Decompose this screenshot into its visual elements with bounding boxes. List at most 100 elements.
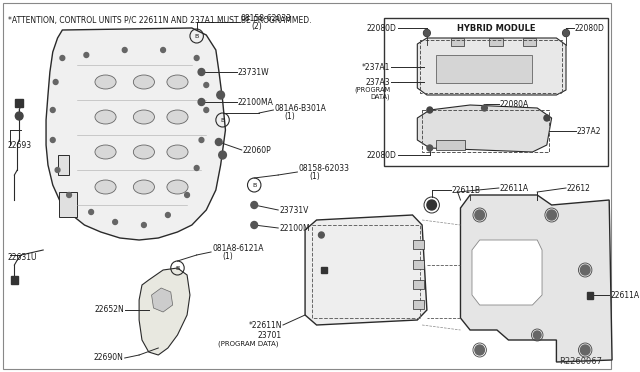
Text: HYBRID MODULE: HYBRID MODULE	[457, 23, 535, 32]
Text: B: B	[252, 183, 257, 187]
Text: B: B	[195, 33, 199, 38]
Bar	[15, 99, 23, 107]
Text: (1): (1)	[223, 253, 234, 262]
Ellipse shape	[167, 75, 188, 89]
Circle shape	[533, 331, 541, 339]
Circle shape	[51, 138, 55, 142]
Polygon shape	[305, 215, 427, 325]
Polygon shape	[461, 195, 612, 362]
Text: (2): (2)	[252, 22, 262, 31]
Circle shape	[198, 99, 205, 106]
Text: 22100MA: 22100MA	[238, 97, 274, 106]
Bar	[413, 260, 424, 269]
Circle shape	[563, 30, 569, 36]
Text: 23731V: 23731V	[279, 205, 308, 215]
Text: 08158-62033: 08158-62033	[241, 13, 292, 22]
Circle shape	[185, 192, 189, 198]
Ellipse shape	[167, 110, 188, 124]
Circle shape	[195, 55, 199, 61]
Polygon shape	[417, 105, 552, 152]
Text: DATA): DATA)	[371, 94, 390, 100]
Circle shape	[15, 112, 23, 120]
Bar	[413, 280, 424, 289]
Circle shape	[580, 265, 590, 275]
Circle shape	[89, 209, 93, 215]
Circle shape	[51, 108, 55, 112]
Circle shape	[166, 212, 170, 218]
Bar	[587, 292, 593, 298]
Ellipse shape	[167, 145, 188, 159]
Text: *22611N: *22611N	[248, 321, 282, 330]
Polygon shape	[46, 28, 225, 240]
Text: *237A1: *237A1	[362, 62, 390, 71]
Text: 08158-62033: 08158-62033	[298, 164, 349, 173]
Bar	[60, 192, 77, 217]
Circle shape	[67, 192, 72, 198]
Text: (1): (1)	[309, 171, 319, 180]
Text: 22690N: 22690N	[94, 353, 124, 362]
Circle shape	[204, 83, 209, 87]
Bar	[10, 276, 18, 284]
Text: 22080D: 22080D	[366, 23, 396, 32]
Bar	[523, 38, 536, 46]
Circle shape	[427, 145, 433, 151]
Ellipse shape	[95, 180, 116, 194]
Circle shape	[60, 55, 65, 61]
Ellipse shape	[133, 180, 154, 194]
Ellipse shape	[95, 75, 116, 89]
Text: 22652N: 22652N	[94, 305, 124, 314]
Bar	[422, 110, 548, 152]
Bar	[489, 38, 502, 46]
Ellipse shape	[95, 110, 116, 124]
Circle shape	[580, 345, 590, 355]
Text: 22611B: 22611B	[452, 186, 481, 195]
Text: (1): (1)	[284, 112, 294, 121]
Circle shape	[251, 221, 257, 228]
Circle shape	[53, 80, 58, 84]
Bar	[58, 155, 69, 175]
Text: R2260067: R2260067	[559, 357, 602, 366]
Ellipse shape	[133, 145, 154, 159]
Text: 23701: 23701	[258, 330, 282, 340]
Circle shape	[199, 138, 204, 142]
Polygon shape	[152, 288, 173, 312]
Ellipse shape	[133, 110, 154, 124]
Bar	[413, 240, 424, 249]
Circle shape	[217, 91, 225, 99]
Circle shape	[544, 115, 550, 121]
Circle shape	[141, 222, 147, 228]
Bar	[413, 300, 424, 309]
Ellipse shape	[167, 180, 188, 194]
Circle shape	[204, 108, 209, 112]
Text: B: B	[220, 118, 225, 122]
Text: 23731W: 23731W	[238, 67, 269, 77]
Text: 22612: 22612	[567, 183, 591, 192]
Polygon shape	[139, 268, 190, 355]
Bar	[312, 225, 420, 318]
Bar	[436, 140, 465, 150]
Text: (PROGRAM: (PROGRAM	[355, 87, 390, 93]
Ellipse shape	[95, 145, 116, 159]
Circle shape	[424, 30, 430, 36]
Circle shape	[427, 200, 436, 210]
Circle shape	[475, 345, 484, 355]
Circle shape	[84, 52, 89, 58]
Bar	[420, 40, 562, 93]
Text: 22080D: 22080D	[366, 151, 396, 160]
Circle shape	[198, 68, 205, 76]
Text: 22611A: 22611A	[500, 183, 529, 192]
Text: 22631U: 22631U	[8, 253, 37, 263]
Circle shape	[216, 138, 222, 145]
Circle shape	[122, 48, 127, 52]
Text: 22693: 22693	[8, 141, 32, 150]
Circle shape	[547, 210, 556, 220]
Circle shape	[161, 48, 166, 52]
Circle shape	[55, 167, 60, 173]
Bar	[384, 18, 608, 166]
Bar	[321, 267, 327, 273]
Circle shape	[195, 166, 199, 170]
Polygon shape	[472, 240, 542, 305]
Circle shape	[113, 219, 118, 224]
Circle shape	[427, 107, 433, 113]
Text: 22060P: 22060P	[243, 145, 271, 154]
